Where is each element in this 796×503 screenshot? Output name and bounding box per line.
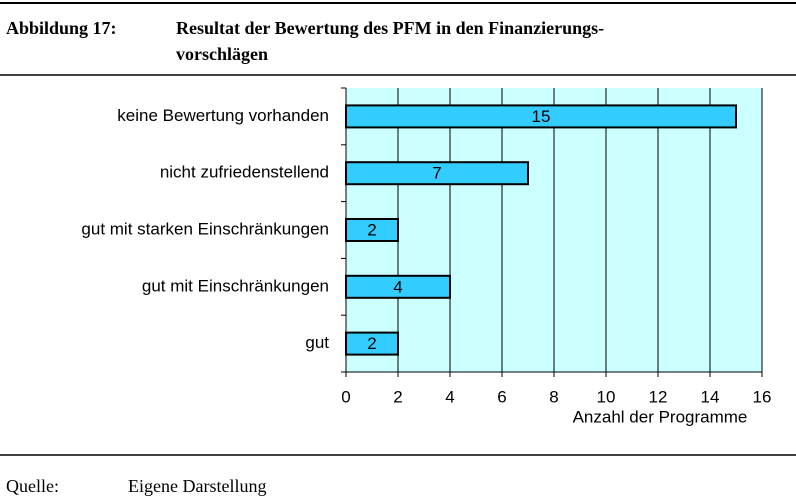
y-tick-label: keine Bewertung vorhanden — [117, 106, 329, 125]
source-label: Quelle: — [6, 476, 59, 496]
x-tick-label: 16 — [753, 387, 772, 406]
bar — [345, 218, 399, 242]
x-tick-label: 0 — [341, 387, 350, 406]
x-tick-label: 10 — [597, 387, 616, 406]
value-label: 2 — [367, 220, 376, 239]
x-tick-label: 2 — [393, 387, 402, 406]
bar — [345, 274, 451, 299]
x-tick-label: 6 — [497, 387, 506, 406]
x-axis-label: Anzahl der Programme — [573, 407, 748, 426]
bar — [345, 104, 737, 129]
plot: 0 2 4 6 8 10 12 14 16 Anzahl der Programme keine B… — [81, 87, 772, 426]
value-label: 2 — [367, 334, 376, 353]
value-label: 15 — [532, 107, 551, 126]
bar — [345, 161, 529, 186]
x-tick-label: 4 — [445, 387, 454, 406]
bar — [345, 331, 399, 356]
x-tick-label: 14 — [701, 387, 720, 406]
value-label: 4 — [393, 277, 402, 296]
x-tick-label: 8 — [549, 387, 558, 406]
y-tick-label: nicht zufriedenstellend — [160, 163, 329, 182]
figure-title: Resultat der Bewertung des PFM in den Fi… — [176, 18, 604, 38]
figure-number: Abbildung 17: — [6, 18, 117, 38]
figure-title: vorschlägen — [176, 44, 268, 64]
source-text: Eigene Darstellung — [128, 476, 266, 496]
value-label: 7 — [432, 164, 441, 183]
y-tick-label: gut mit Einschränkungen — [142, 276, 329, 295]
y-tick-label: gut — [305, 333, 329, 352]
x-tick-label: 12 — [649, 387, 668, 406]
y-tick-label: gut mit starken Einschränkungen — [81, 219, 329, 238]
